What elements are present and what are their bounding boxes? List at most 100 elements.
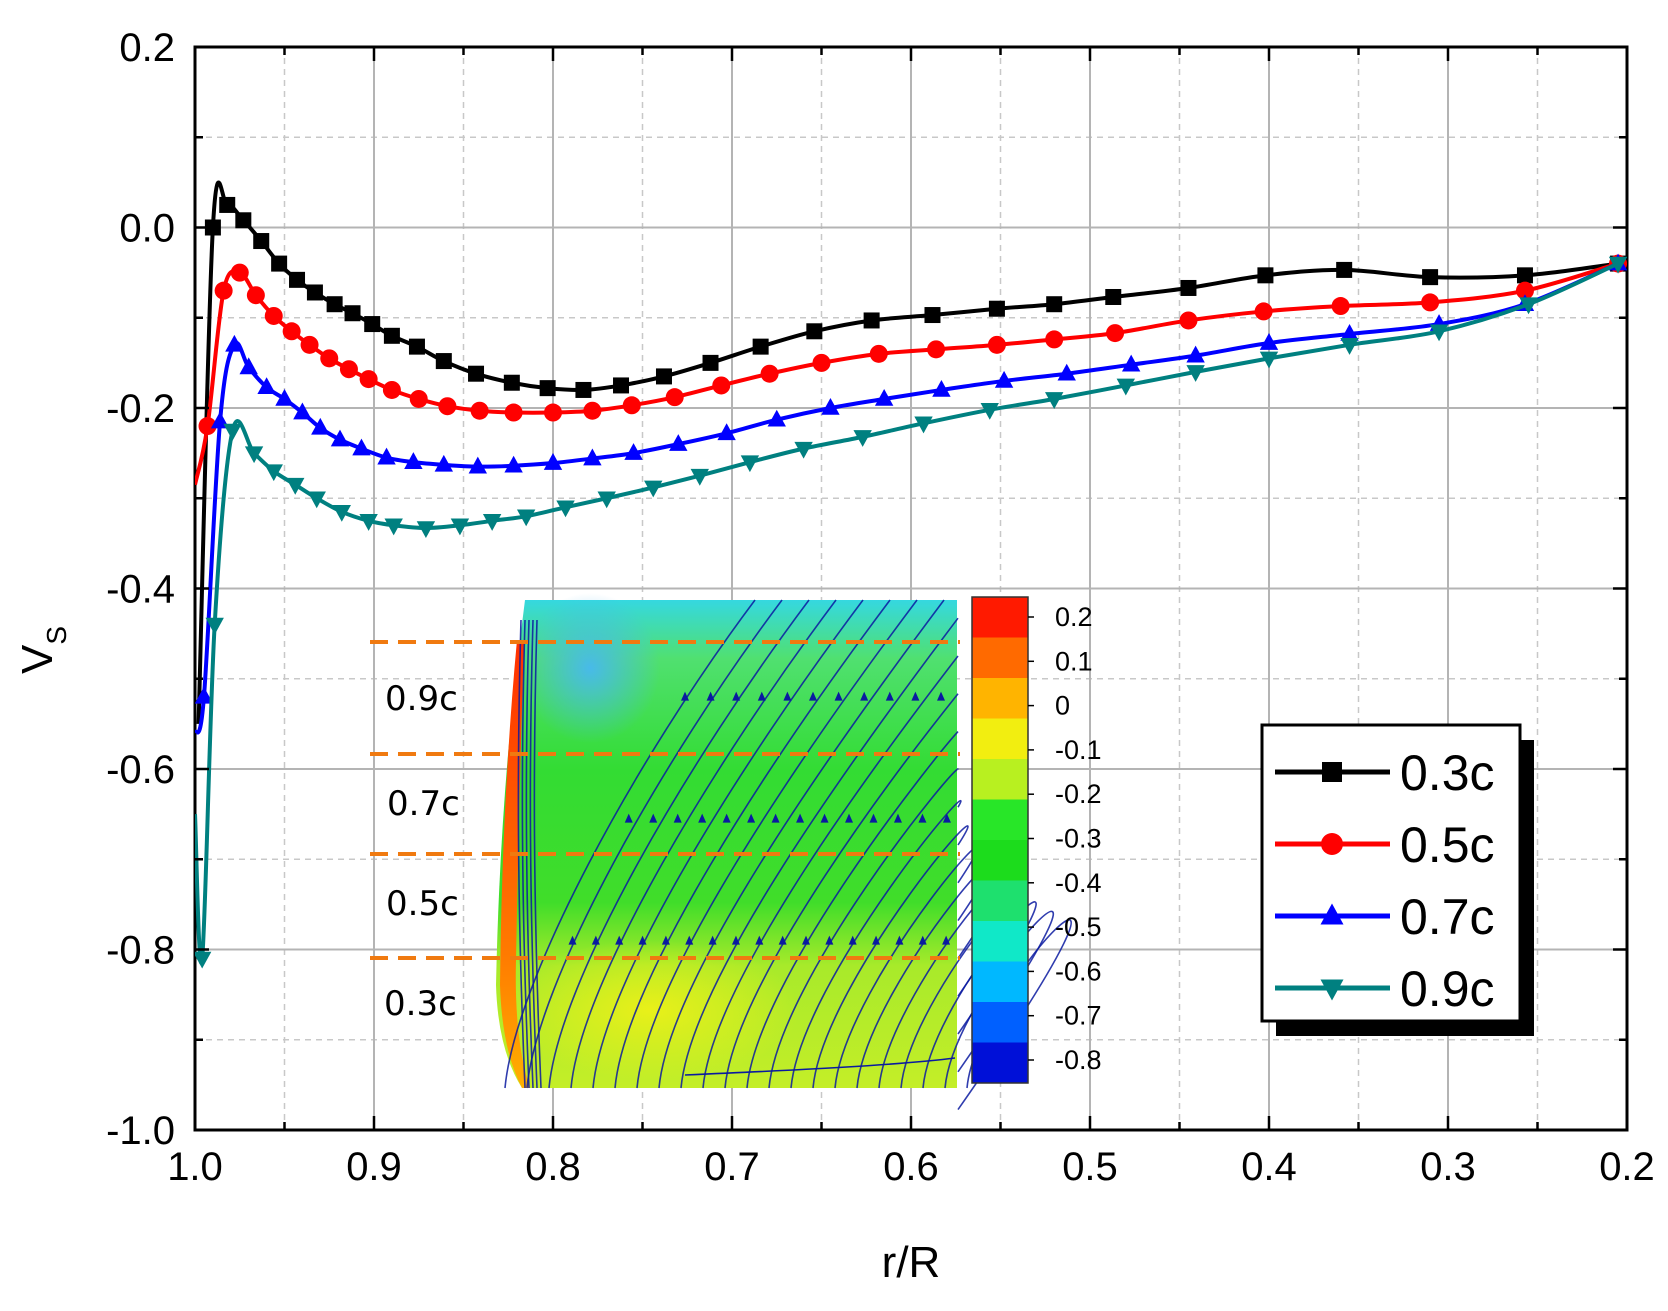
data-point-0.3c xyxy=(924,307,941,324)
colorbar-label: -0.6 xyxy=(1055,956,1102,986)
data-point-0.9c xyxy=(1259,351,1279,369)
data-point-0.7c xyxy=(257,377,276,395)
data-point-0.9c xyxy=(1340,338,1359,355)
data-point-0.9c xyxy=(980,403,999,420)
data-point-0.3c xyxy=(988,300,1005,317)
streamline-arrow xyxy=(706,691,715,701)
data-point-0.7c xyxy=(275,388,294,406)
data-point-0.5c xyxy=(438,397,457,416)
streamline xyxy=(680,617,959,1089)
legend-marker-0.3c xyxy=(1322,762,1342,782)
data-point-0.5c xyxy=(246,286,265,305)
data-point-0.7c xyxy=(583,448,602,466)
data-point-0.9c xyxy=(384,518,403,536)
x-tick-label: 0.5 xyxy=(1062,1145,1118,1189)
colorbar-label: -0.5 xyxy=(1055,912,1102,942)
data-point-0.3c xyxy=(539,380,556,397)
x-tick-label: 0.6 xyxy=(883,1145,939,1189)
data-point-0.7c xyxy=(1259,333,1279,350)
colorbar-label: 0.1 xyxy=(1055,646,1093,676)
data-point-0.9c xyxy=(205,617,224,635)
legend-label-0.5c: 0.5c xyxy=(1400,817,1495,873)
data-point-0.3c xyxy=(383,327,400,344)
data-point-0.5c xyxy=(1106,324,1125,343)
data-point-0.3c xyxy=(752,338,769,355)
colorbar-swatch xyxy=(972,840,1028,881)
data-point-0.5c xyxy=(339,360,358,379)
streamline-arrow xyxy=(783,691,792,701)
data-point-0.3c xyxy=(575,381,592,398)
data-point-0.9c xyxy=(286,477,305,495)
data-point-0.7c xyxy=(624,443,643,460)
streamline-arrow xyxy=(860,691,869,701)
streamline-arrow xyxy=(825,935,834,945)
data-point-0.9c xyxy=(244,446,264,464)
data-point-0.9c xyxy=(1186,365,1205,382)
colorbar-swatch xyxy=(972,678,1028,719)
inset-colorbar xyxy=(971,596,1029,1084)
data-point-0.5c xyxy=(382,380,401,399)
x-axis-tick-labels: 1.0 0.9 0.8 0.7 0.6 0.5 0.4 0.3 0.2 xyxy=(167,1145,1655,1189)
data-point-0.9c xyxy=(223,423,242,441)
cut-label-0.7c: 0.7c xyxy=(387,784,460,824)
streamline-arrow xyxy=(681,691,689,701)
inset-high-region xyxy=(500,940,800,1080)
data-point-0.5c xyxy=(665,388,684,407)
data-point-0.5c xyxy=(214,281,233,300)
colorbar-swatch xyxy=(972,880,1028,922)
y-axis-tick-labels: 0.2 0.0 -0.2 -0.4 -0.6 -0.8 -1.0 xyxy=(106,26,175,1153)
streamline-arrow xyxy=(911,691,920,701)
legend-item-0.9c: 0.9c xyxy=(1275,961,1495,1017)
data-point-0.3c xyxy=(1180,279,1197,296)
data-point-0.3c xyxy=(806,323,823,340)
data-point-0.5c xyxy=(264,306,283,325)
data-point-0.9c xyxy=(264,464,283,482)
streamline-arrow xyxy=(845,813,854,823)
data-point-0.3c xyxy=(503,374,520,391)
x-tick-label: 0.7 xyxy=(704,1145,760,1189)
streamline-arrow xyxy=(937,691,945,701)
data-point-0.7c xyxy=(330,429,350,447)
data-point-0.5c xyxy=(1331,297,1350,316)
legend-label-0.7c: 0.7c xyxy=(1400,889,1495,945)
data-point-0.5c xyxy=(622,396,641,415)
streamline xyxy=(533,619,542,1089)
data-point-0.9c xyxy=(644,480,663,498)
legend: 0.3c 0.5c 0.7c 0.9c xyxy=(1260,723,1534,1036)
data-point-0.7c xyxy=(225,334,244,352)
streamline-arrow xyxy=(895,935,904,945)
data-point-0.3c xyxy=(702,354,719,371)
data-point-0.7c xyxy=(311,417,330,435)
streamline xyxy=(812,825,969,1089)
data-point-0.3c xyxy=(435,353,452,370)
streamline xyxy=(768,768,959,1089)
legend-marker-0.9c xyxy=(1320,979,1344,1001)
data-point-0.3c xyxy=(235,212,252,229)
series-0.7c xyxy=(195,253,1627,735)
data-point-0.5c xyxy=(1045,330,1064,349)
x-tick-label: 0.4 xyxy=(1241,1145,1297,1189)
data-point-0.3c xyxy=(468,365,485,382)
data-point-0.9c xyxy=(195,951,212,969)
x-tick-label: 0.9 xyxy=(346,1145,402,1189)
colorbar-swatch xyxy=(972,921,1028,962)
colorbar-label: -0.2 xyxy=(1055,779,1102,809)
inset-cut-lines xyxy=(370,640,960,960)
y-tick-label: -0.6 xyxy=(106,748,175,792)
inset-surface-plot: 0.9c 0.7c 0.5c 0.3c 0.2 0.1 0 -0.1 -0.2 -0.3 -… xyxy=(370,593,1102,1111)
streamline-arrow xyxy=(649,813,658,823)
cut-label-0.9c: 0.9c xyxy=(385,679,458,719)
streamline-arrow xyxy=(732,691,741,701)
colorbar-label: -0.1 xyxy=(1055,735,1102,765)
data-point-0.9c xyxy=(1116,378,1135,396)
streamline-arrow xyxy=(869,813,878,823)
data-point-0.5c xyxy=(812,353,831,372)
streamline-arrow xyxy=(885,691,894,701)
data-point-0.3c xyxy=(1105,288,1122,305)
data-point-0.7c xyxy=(293,402,312,420)
data-point-0.3c xyxy=(1257,267,1274,284)
data-point-0.3c xyxy=(306,284,323,301)
data-point-0.5c xyxy=(544,403,562,422)
streamline-arrow xyxy=(757,691,766,701)
